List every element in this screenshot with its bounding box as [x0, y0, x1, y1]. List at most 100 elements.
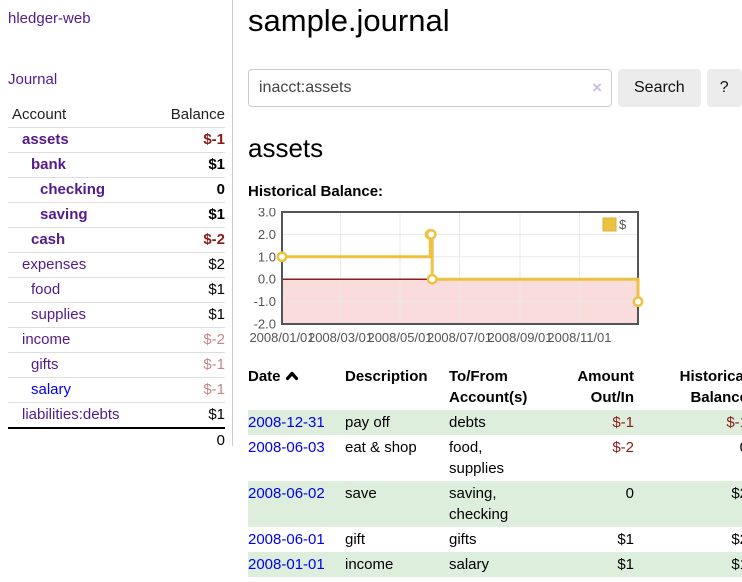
transaction-balance: $2: [634, 481, 742, 527]
transaction-description: eat & shop: [345, 435, 449, 481]
transaction-row: 2008-06-01giftgifts$1$2: [248, 527, 742, 552]
register-header-accounts: To/From Account(s): [449, 364, 549, 410]
transaction-row: 2008-06-02savesaving, checking0$2: [248, 481, 742, 527]
y-axis-tick-label: 3.0: [258, 208, 276, 220]
nav-journal-link[interactable]: Journal: [8, 71, 57, 88]
account-row: gifts $-1: [8, 353, 225, 378]
search-input[interactable]: [248, 69, 612, 107]
account-link-liabilities-debts[interactable]: liabilities:debts: [22, 406, 120, 423]
account-balance: $1: [154, 303, 225, 328]
account-row: cash $-2: [8, 228, 225, 253]
account-balance: $2: [154, 253, 225, 278]
transaction-row: 2008-06-03eat & shopfood, supplies$-20: [248, 435, 742, 481]
chart-title: Historical Balance:: [248, 183, 742, 200]
x-axis-tick-label: 2008/03/01: [308, 330, 373, 345]
chart-data-point: [634, 297, 642, 305]
register-table: Date Description To/From Account(s) Amou…: [248, 364, 742, 577]
x-axis-tick-label: 2008/11/01: [547, 330, 611, 345]
y-axis-tick-label: 0.0: [258, 272, 276, 287]
y-axis-tick-label: -1.0: [254, 294, 276, 309]
account-balance: $-1: [154, 378, 225, 403]
register-table-body: 2008-12-31pay offdebts$-1$-12008-06-03ea…: [248, 410, 742, 577]
transaction-amount: 0: [549, 481, 634, 527]
account-balance: $-2: [154, 228, 225, 253]
transaction-balance: $-1: [634, 410, 742, 435]
register-header-date[interactable]: Date: [248, 364, 345, 410]
sidebar-nav: Journal: [8, 71, 225, 88]
sidebar: hledger-web Journal Account Balance asse…: [0, 0, 233, 446]
main-content: sample.journal × Search ? assets Histori…: [233, 0, 742, 577]
x-axis-tick-label: 2008/01/01: [249, 330, 314, 345]
transaction-accounts: gifts: [449, 527, 549, 552]
page-title: sample.journal: [248, 3, 742, 39]
transaction-description: income: [345, 552, 449, 577]
x-axis-tick-label: 2008/05/01: [367, 330, 432, 345]
legend-label: $: [619, 217, 627, 232]
account-balance: $1: [154, 278, 225, 303]
transaction-balance: 0: [634, 435, 742, 481]
account-link-expenses[interactable]: expenses: [22, 256, 86, 273]
transaction-date-link[interactable]: 2008-12-31: [248, 414, 325, 431]
accounts-header-account: Account: [8, 103, 154, 128]
transaction-amount: $-2: [549, 435, 634, 481]
x-axis-tick-label: 2008/07/01: [427, 330, 492, 345]
account-row: liabilities:debts $1: [8, 403, 225, 429]
transaction-description: gift: [345, 527, 449, 552]
chart-data-point: [427, 230, 435, 238]
transaction-date-link[interactable]: 2008-01-01: [248, 556, 325, 573]
account-row: checking 0: [8, 178, 225, 203]
account-balance: $1: [154, 403, 225, 429]
clear-search-icon[interactable]: ×: [592, 79, 602, 96]
sort-ascending-icon: [285, 370, 299, 382]
transaction-date-link[interactable]: 2008-06-02: [248, 485, 325, 502]
transaction-description: pay off: [345, 410, 449, 435]
account-link-cash[interactable]: cash: [31, 231, 65, 248]
transaction-amount: $1: [549, 552, 634, 577]
accounts-header-balance: Balance: [154, 103, 225, 128]
account-link-income[interactable]: income: [22, 331, 70, 348]
chart-data-point: [278, 253, 286, 261]
account-link-supplies[interactable]: supplies: [31, 306, 86, 323]
historical-balance-chart: $3.02.01.00.0-1.0-2.02008/01/012008/03/0…: [248, 208, 742, 350]
accounts-table-body: assets$-1bank$1checking0saving$1cash$-2e…: [8, 128, 225, 429]
transaction-date-link[interactable]: 2008-06-01: [248, 531, 325, 548]
register-header-description: Description: [345, 364, 449, 410]
register-header-balance: Historical Balance: [634, 364, 742, 410]
page: hledger-web Journal Account Balance asse…: [0, 0, 742, 577]
transaction-amount: $-1: [549, 410, 634, 435]
account-link-assets[interactable]: assets: [22, 131, 69, 148]
register-header-row: Date Description To/From Account(s) Amou…: [248, 364, 742, 410]
account-heading: assets: [248, 133, 742, 163]
account-row: income $-2: [8, 328, 225, 353]
search-bar: × Search ?: [248, 69, 742, 107]
account-balance: $-2: [154, 328, 225, 353]
legend-swatch: [603, 218, 616, 231]
transaction-balance: $1: [634, 552, 742, 577]
y-axis-tick-label: 1.0: [258, 249, 276, 264]
account-row: supplies $1: [8, 303, 225, 328]
account-balance: $-1: [154, 128, 225, 153]
app-brand-link[interactable]: hledger-web: [8, 10, 225, 27]
accounts-total-row: 0: [8, 428, 225, 453]
account-balance: 0: [154, 178, 225, 203]
transaction-description: save: [345, 481, 449, 527]
account-row: saving$1: [8, 203, 225, 228]
register-header-amount: Amount Out/In: [549, 364, 634, 410]
account-link-salary[interactable]: salary: [31, 381, 71, 398]
chart-data-point: [428, 275, 436, 283]
search-button[interactable]: Search: [618, 69, 701, 107]
account-link-bank[interactable]: bank: [31, 156, 66, 173]
transaction-date-link[interactable]: 2008-06-03: [248, 439, 325, 456]
help-button[interactable]: ?: [707, 69, 742, 107]
account-link-checking[interactable]: checking: [40, 181, 105, 198]
accounts-total-value: 0: [154, 428, 225, 453]
account-row: expenses $2: [8, 253, 225, 278]
account-link-gifts[interactable]: gifts: [31, 356, 59, 373]
account-balance: $-1: [154, 353, 225, 378]
account-link-saving[interactable]: saving: [40, 206, 88, 223]
transaction-accounts: debts: [449, 410, 549, 435]
transaction-accounts: salary: [449, 552, 549, 577]
transaction-balance: $2: [634, 527, 742, 552]
account-balance: $1: [154, 153, 225, 178]
account-link-food[interactable]: food: [31, 281, 60, 298]
